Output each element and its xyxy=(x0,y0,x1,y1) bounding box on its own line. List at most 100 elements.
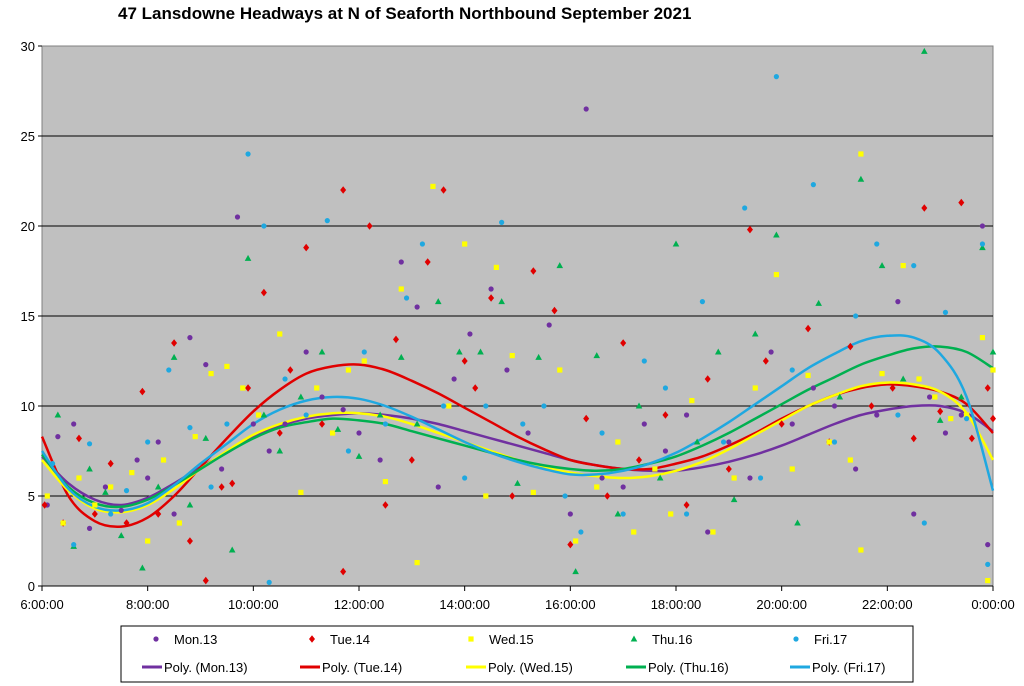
data-point xyxy=(583,414,590,423)
data-point xyxy=(985,578,991,584)
data-point xyxy=(704,375,711,383)
data-point xyxy=(615,439,621,445)
data-point xyxy=(41,501,48,509)
data-point xyxy=(276,447,284,454)
legend-marker xyxy=(153,636,159,642)
data-point xyxy=(493,264,499,270)
data-point xyxy=(921,520,927,526)
data-point xyxy=(171,339,178,347)
data-point xyxy=(773,231,780,238)
data-point xyxy=(203,362,209,368)
data-point xyxy=(604,492,611,500)
data-point xyxy=(266,579,272,586)
data-point xyxy=(276,429,283,437)
data-point xyxy=(260,411,268,418)
data-point xyxy=(853,466,859,472)
data-point xyxy=(853,313,859,319)
data-point xyxy=(662,411,669,419)
series-Mon.13 xyxy=(44,106,991,548)
data-point xyxy=(599,475,605,481)
data-point xyxy=(224,421,230,427)
data-point xyxy=(419,241,425,247)
data-point xyxy=(641,421,647,427)
data-point xyxy=(652,466,658,472)
data-point xyxy=(303,349,309,355)
data-point xyxy=(297,393,305,400)
data-point xyxy=(202,434,210,441)
data-point xyxy=(858,547,864,553)
data-point xyxy=(826,439,832,445)
data-point xyxy=(413,420,421,427)
data-point xyxy=(762,357,769,365)
data-point xyxy=(614,510,622,517)
data-point xyxy=(324,218,330,224)
data-point xyxy=(693,438,701,445)
data-point xyxy=(462,241,468,247)
data-point xyxy=(751,330,759,337)
data-point xyxy=(985,542,991,548)
trendline-Poly. (Thu.16) xyxy=(41,345,994,509)
data-point xyxy=(202,576,209,585)
data-point xyxy=(54,411,62,418)
data-point xyxy=(345,367,352,373)
data-point xyxy=(546,322,552,328)
data-point xyxy=(942,309,949,315)
data-point xyxy=(488,286,494,292)
data-point xyxy=(599,430,605,436)
data-point xyxy=(477,348,484,355)
data-point xyxy=(55,434,61,440)
y-tick-label: 25 xyxy=(21,129,35,144)
data-point xyxy=(668,511,674,517)
data-point xyxy=(107,459,114,468)
data-point xyxy=(244,254,252,261)
data-point xyxy=(86,465,93,472)
data-point xyxy=(746,225,753,234)
data-point xyxy=(889,384,896,392)
data-point xyxy=(520,421,526,427)
data-point xyxy=(356,430,362,436)
data-point xyxy=(656,474,664,481)
data-point xyxy=(757,475,764,481)
data-point xyxy=(942,430,949,436)
data-point xyxy=(979,335,986,341)
data-point xyxy=(287,366,294,374)
data-point xyxy=(318,348,326,355)
data-point xyxy=(319,420,326,428)
data-point xyxy=(683,511,690,517)
data-point xyxy=(170,353,178,360)
data-point xyxy=(102,484,108,490)
data-point xyxy=(366,222,373,230)
data-point xyxy=(155,439,161,445)
data-point xyxy=(397,353,405,360)
data-point xyxy=(424,258,431,266)
data-point xyxy=(86,525,93,532)
data-point xyxy=(936,416,944,423)
data-point xyxy=(805,372,811,378)
data-point xyxy=(683,501,690,509)
x-tick-label: 10:00:00 xyxy=(228,597,279,612)
data-point xyxy=(314,385,320,391)
data-point xyxy=(171,511,177,517)
data-point xyxy=(932,394,938,400)
data-point xyxy=(789,466,795,472)
data-point xyxy=(303,243,310,252)
data-point xyxy=(911,511,917,517)
data-point xyxy=(990,414,996,423)
data-point xyxy=(303,412,309,418)
legend-label: Poly. (Wed.15) xyxy=(488,660,573,675)
data-point xyxy=(145,538,151,544)
data-point xyxy=(245,384,252,392)
data-point xyxy=(92,502,98,508)
data-point xyxy=(593,352,601,359)
data-point xyxy=(155,510,162,518)
legend-label: Mon.13 xyxy=(174,632,217,647)
data-point xyxy=(895,412,901,418)
data-point xyxy=(329,430,336,436)
data-point xyxy=(641,358,647,364)
data-point xyxy=(567,540,574,549)
data-point xyxy=(186,537,193,545)
data-point xyxy=(815,299,822,306)
data-point xyxy=(631,529,637,535)
x-axis: 6:00:00 8:00:00 10:00:00 12:00:00 14:00:00 16… xyxy=(20,585,1015,612)
data-point xyxy=(530,267,537,275)
